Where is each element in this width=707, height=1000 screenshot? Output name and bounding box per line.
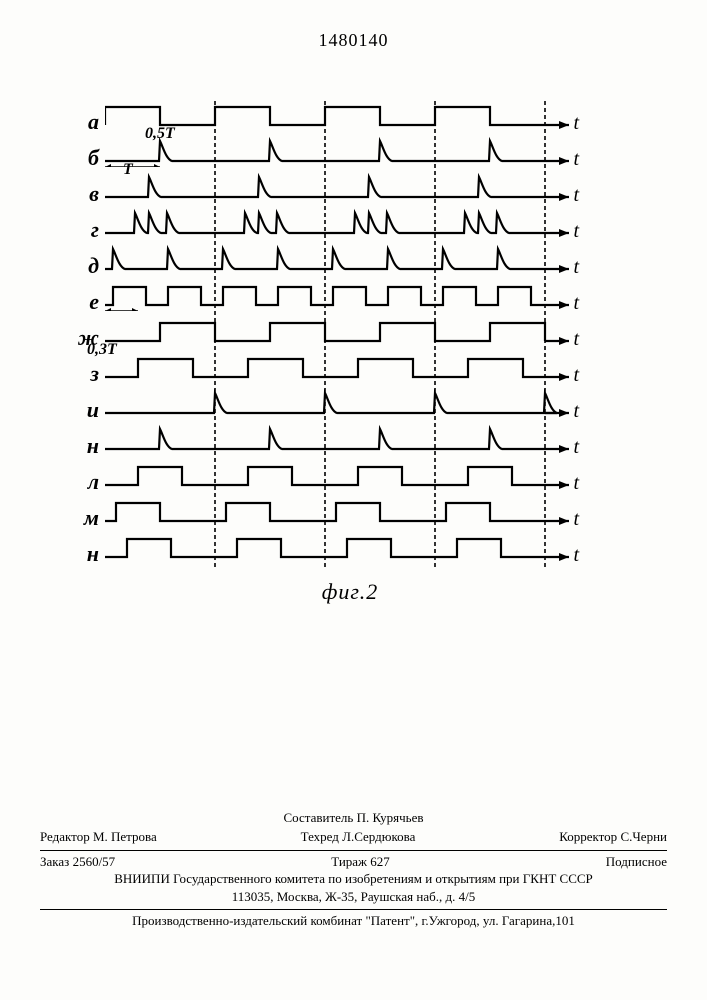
editor: Редактор М. Петрова bbox=[40, 828, 157, 846]
imprint-footer: Составитель П. Курячьев Редактор М. Петр… bbox=[40, 809, 667, 930]
figure-caption: фиг.2 bbox=[105, 579, 595, 605]
waveform-row-е: е t bbox=[105, 275, 575, 311]
corrector: Корректор С.Черни bbox=[559, 828, 667, 846]
row-label: б bbox=[65, 145, 105, 171]
dimension-label: 0,5Т bbox=[145, 125, 175, 143]
waveform-row-з: з t bbox=[105, 347, 575, 383]
row-label: в bbox=[65, 181, 105, 207]
page-number: 1480140 bbox=[0, 30, 707, 51]
row-label: а bbox=[65, 109, 105, 135]
row-label: н bbox=[65, 541, 105, 567]
order-no: Заказ 2560/57 bbox=[40, 853, 115, 871]
publisher: ВНИИПИ Государственного комитета по изоб… bbox=[40, 870, 667, 888]
row-label: л bbox=[65, 469, 105, 495]
dimension-label: 0,3Т bbox=[87, 341, 117, 359]
waveform-row-б: б t bbox=[105, 131, 575, 167]
divider bbox=[40, 850, 667, 851]
waveform-row-г: г t bbox=[105, 203, 575, 239]
printer: Производственно-издательский комбинат "П… bbox=[40, 912, 667, 930]
waveform-row-н: н t bbox=[105, 527, 575, 563]
compiler: Составитель П. Курячьев bbox=[283, 809, 423, 827]
row-label: з bbox=[65, 361, 105, 387]
row-label: н bbox=[65, 433, 105, 459]
row-label: и bbox=[65, 397, 105, 423]
timing-diagram: а t б t в t bbox=[105, 95, 595, 605]
waveform-row-д: д t bbox=[105, 239, 575, 275]
circulation: Тираж 627 bbox=[331, 853, 390, 871]
subscription: Подписное bbox=[606, 853, 667, 871]
dimension-label: Т bbox=[123, 161, 133, 179]
publisher-addr: 113035, Москва, Ж-35, Раушская наб., д. … bbox=[40, 888, 667, 906]
waveform-row-в: в t bbox=[105, 167, 575, 203]
row-label: е bbox=[65, 289, 105, 315]
row-label: д bbox=[65, 253, 105, 279]
row-label: м bbox=[65, 505, 105, 531]
axis-label: t bbox=[573, 544, 579, 567]
waveform-row-м: м t bbox=[105, 491, 575, 527]
waveform-row-н: н t bbox=[105, 419, 575, 455]
waveform-row-и: и t bbox=[105, 383, 575, 419]
waveform-row-л: л t bbox=[105, 455, 575, 491]
waveform-row-а: а t bbox=[105, 95, 575, 131]
waveform-row-ж: ж t bbox=[105, 311, 575, 347]
divider bbox=[40, 909, 667, 910]
row-label: г bbox=[65, 217, 105, 243]
techred: Техред Л.Сердюкова bbox=[301, 828, 416, 846]
